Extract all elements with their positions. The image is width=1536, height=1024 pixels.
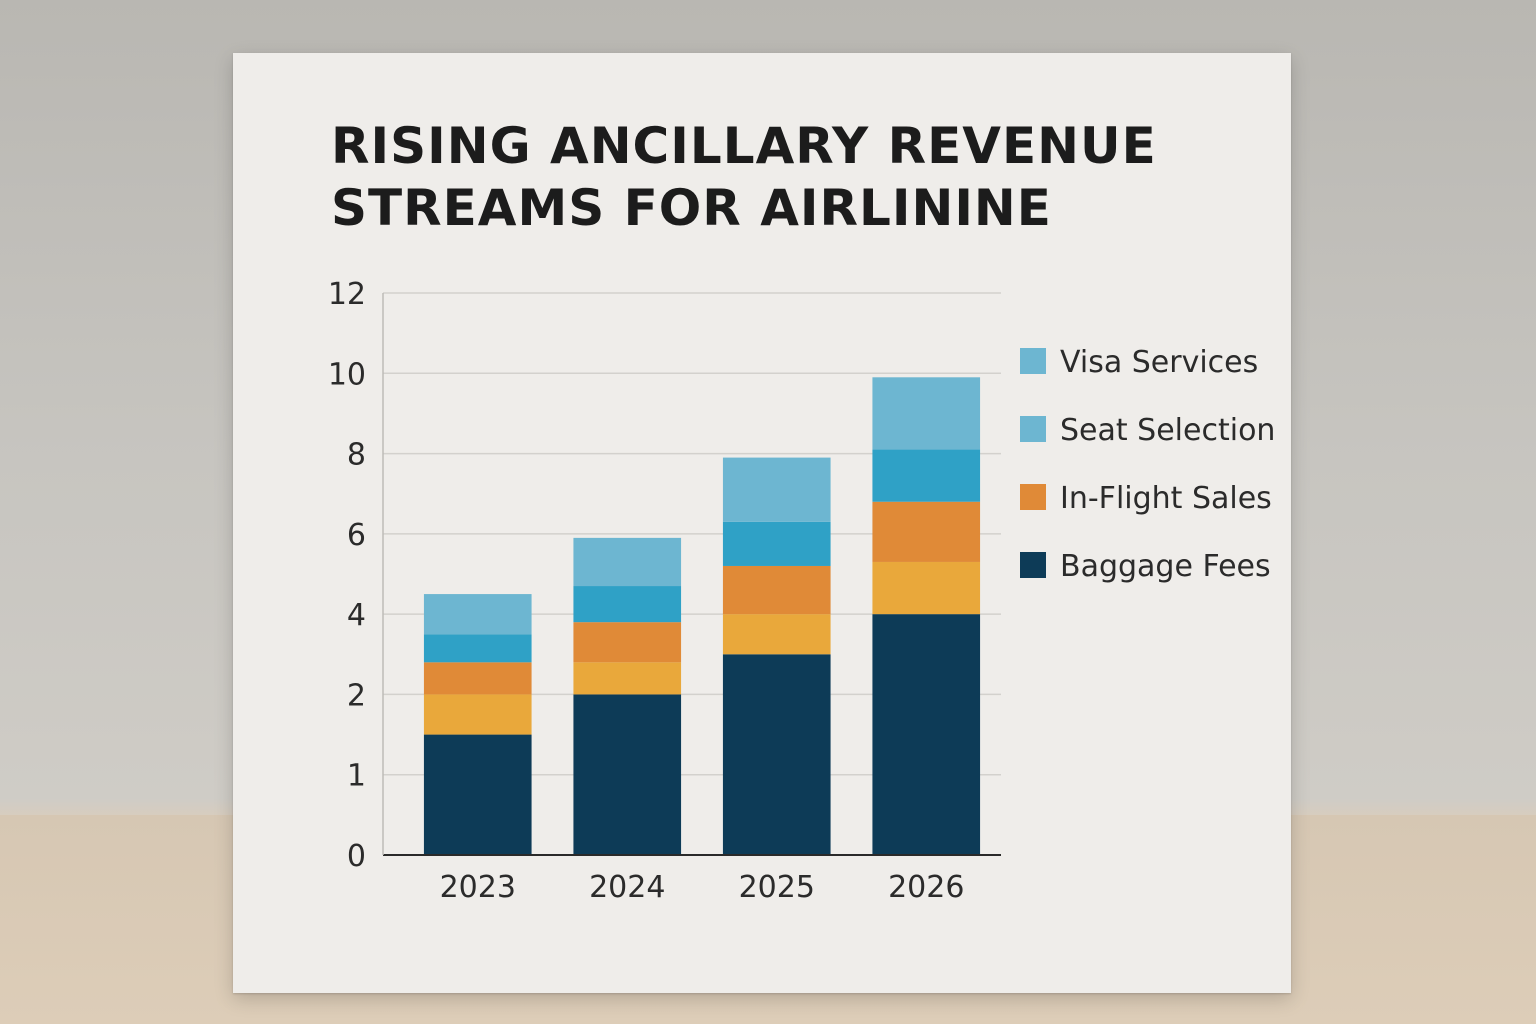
- legend-swatch: [1020, 416, 1046, 442]
- bar-segment: [872, 561, 981, 615]
- legend: Visa Services Seat Selection In-Flight Sal…: [1020, 345, 1275, 584]
- x-tick-label: 2023: [440, 870, 516, 905]
- bar-segment: [722, 521, 831, 566]
- chart-title-line-1: RISING ANCILLARY REVENUE: [331, 117, 1157, 175]
- chart-title-line-2: STREAMS FOR AIRLININE: [331, 179, 1052, 237]
- bar-segment: [573, 622, 682, 663]
- legend-label: In-Flight Sales: [1060, 481, 1272, 516]
- bar-segment: [872, 614, 981, 855]
- x-tick-label: 2025: [739, 870, 815, 905]
- y-tick-label: 6: [347, 518, 366, 553]
- bar-segment: [423, 694, 532, 735]
- legend-swatch: [1020, 348, 1046, 374]
- bar-segment: [722, 457, 831, 522]
- legend-label: Visa Services: [1060, 345, 1258, 380]
- y-tick-label: 1: [347, 759, 366, 794]
- bar-segment: [423, 734, 532, 855]
- y-tick-label: 12: [328, 277, 366, 312]
- y-tick-label: 0: [347, 839, 366, 874]
- y-tick-label: 4: [347, 598, 366, 633]
- bar-segment: [573, 586, 682, 623]
- bar-segment: [573, 662, 682, 695]
- bars: [423, 377, 981, 855]
- bar-segment: [423, 594, 532, 635]
- bar-segment: [722, 565, 831, 615]
- bar-segment: [423, 662, 532, 695]
- x-tick-label: 2024: [589, 870, 665, 905]
- x-axis-ticks: 2023 2024 2025 2026: [440, 870, 965, 905]
- bar-segment: [423, 634, 532, 663]
- bar-segment: [872, 377, 981, 450]
- legend-label: Seat Selection: [1060, 413, 1275, 448]
- legend-swatch: [1020, 552, 1046, 578]
- chart-title: RISING ANCILLARY REVENUE STREAMS FOR AIR…: [331, 115, 1231, 239]
- chart-card: RISING ANCILLARY REVENUE STREAMS FOR AIR…: [233, 53, 1291, 993]
- bar-segment: [722, 654, 831, 855]
- legend-label: Baggage Fees: [1060, 549, 1271, 584]
- y-tick-label: 10: [328, 357, 366, 392]
- y-tick-label: 8: [347, 438, 366, 473]
- bar-segment: [872, 449, 981, 502]
- bar-segment: [573, 537, 682, 587]
- x-tick-label: 2026: [888, 870, 964, 905]
- bar-segment: [722, 614, 831, 655]
- bar-segment: [872, 501, 981, 562]
- legend-swatch: [1020, 484, 1046, 510]
- y-tick-label: 2: [347, 678, 366, 713]
- bar-segment: [573, 694, 682, 855]
